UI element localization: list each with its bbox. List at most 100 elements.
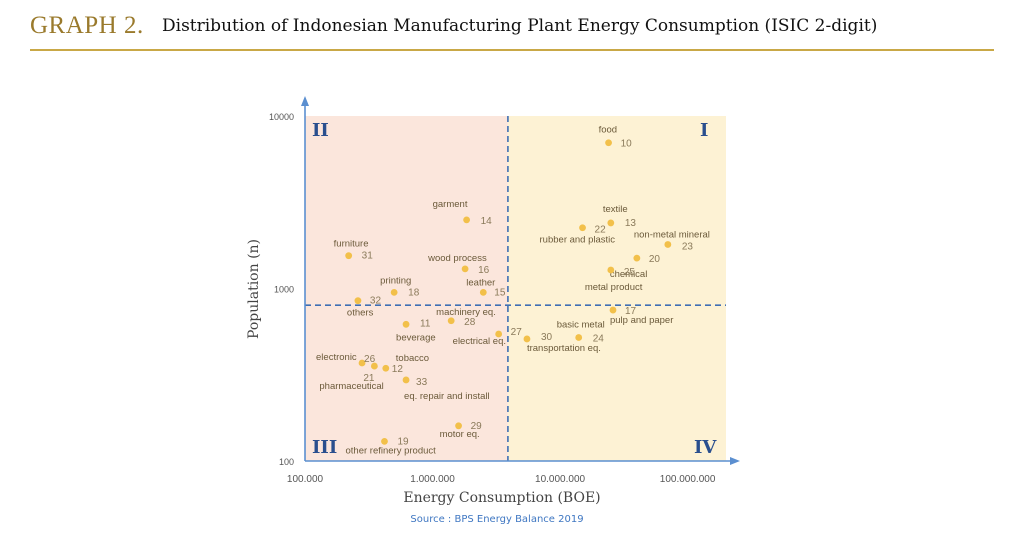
point-marker — [358, 359, 366, 367]
point-code-label: 26 — [364, 354, 376, 365]
point-code-label: 24 — [593, 333, 605, 344]
data-point-14: garment 14 — [433, 199, 493, 227]
point-name-label: electronic — [316, 352, 357, 363]
point-marker — [461, 265, 469, 273]
point-name-label: eq. repair and install — [404, 391, 490, 402]
point-code-label: 11 — [420, 318, 431, 329]
point-marker — [370, 362, 378, 370]
graph-number: GRAPH 2. — [30, 12, 144, 39]
point-code-label: 31 — [362, 251, 374, 262]
point-code-label: 20 — [649, 254, 661, 265]
point-code-label: 14 — [481, 216, 493, 227]
x-tick-label: 100.000 — [287, 474, 324, 485]
quadrant-label-i: I — [700, 120, 708, 141]
point-marker — [605, 139, 612, 147]
point-code-label: 16 — [478, 265, 490, 276]
y-tick-label: 1000 — [274, 285, 294, 295]
point-name-label: other refinery product — [345, 445, 436, 456]
point-marker — [463, 216, 471, 224]
point-name-label: basic metal — [557, 319, 605, 330]
y-axis-arrow — [301, 96, 309, 106]
point-marker — [495, 330, 503, 338]
point-code-label: 32 — [370, 296, 382, 307]
point-marker — [354, 297, 362, 305]
x-tick-label: 1.000.000 — [410, 474, 455, 485]
point-name-label: leather — [466, 277, 495, 288]
point-name-label: garment — [433, 199, 468, 210]
point-marker — [575, 334, 583, 341]
point-code-label: 18 — [408, 287, 420, 298]
point-marker — [607, 266, 615, 274]
point-name-label: non-metal mineral — [634, 229, 710, 240]
point-marker — [607, 219, 615, 227]
data-point-11: beverage 11 — [396, 318, 436, 343]
point-name-label: rubber and plastic — [540, 235, 616, 246]
point-code-label: 30 — [541, 332, 553, 343]
point-marker — [579, 224, 586, 232]
point-marker — [633, 254, 641, 262]
data-point-33: eq. repair and install 33 — [402, 376, 490, 402]
graph-header: GRAPH 2. Distribution of Indonesian Manu… — [30, 8, 994, 48]
quadrant-right-background — [507, 116, 726, 461]
data-point-30: transportation eq.30 — [523, 332, 601, 354]
y-axis-label: Population (n) — [246, 239, 262, 339]
point-marker — [402, 320, 410, 328]
axes — [301, 96, 740, 465]
point-name-label: transportation eq. — [527, 343, 601, 354]
point-name-label: chemical — [610, 269, 648, 280]
point-code-label: 29 — [471, 421, 483, 432]
point-code-label: 33 — [416, 377, 428, 388]
quadrant-label-iv: IV — [694, 437, 717, 458]
quadrant-dividers — [305, 116, 726, 461]
x-axis-arrow — [730, 457, 740, 465]
quadrant-label-iii: III — [312, 437, 337, 458]
point-name-label: metal product — [585, 282, 643, 293]
point-marker — [381, 437, 388, 445]
data-point-28: machinery eq.28 — [436, 307, 496, 328]
point-name-label: furniture — [334, 239, 369, 250]
graph-title: Distribution of Indonesian Manufacturing… — [162, 16, 878, 36]
chart-source: Source : BPS Energy Balance 2019 — [410, 514, 583, 525]
point-name-label: pulp and paper — [610, 315, 673, 326]
quadrant-label-ii: II — [312, 120, 329, 141]
point-code-label: 23 — [682, 241, 694, 252]
data-point-24: basic metal 24 — [557, 319, 605, 344]
data-point-29: motor eq.29 — [440, 421, 483, 440]
point-code-label: 25 — [624, 267, 636, 278]
point-code-label: 17 — [625, 306, 637, 317]
point-name-label: printing — [380, 275, 411, 286]
point-name-label: wood process — [427, 253, 487, 264]
header-divider — [30, 49, 994, 51]
point-code-label: 27 — [511, 327, 523, 338]
quadrant-left-background — [305, 116, 508, 461]
point-name-label: motor eq. — [440, 429, 480, 440]
point-name-label: tobacco — [396, 353, 429, 364]
point-name-label: food — [599, 125, 618, 136]
point-marker — [345, 252, 353, 260]
x-axis-label: Energy Consumption (BOE) — [403, 490, 600, 506]
point-code-label: 12 — [392, 364, 404, 375]
point-name-label: textile — [603, 204, 628, 215]
point-marker — [402, 376, 410, 384]
data-point-25: metal product 25 — [585, 266, 643, 293]
y-tick-label: 100 — [279, 457, 294, 467]
point-marker — [382, 364, 390, 372]
point-code-label: 13 — [625, 218, 637, 229]
point-marker — [455, 422, 462, 430]
